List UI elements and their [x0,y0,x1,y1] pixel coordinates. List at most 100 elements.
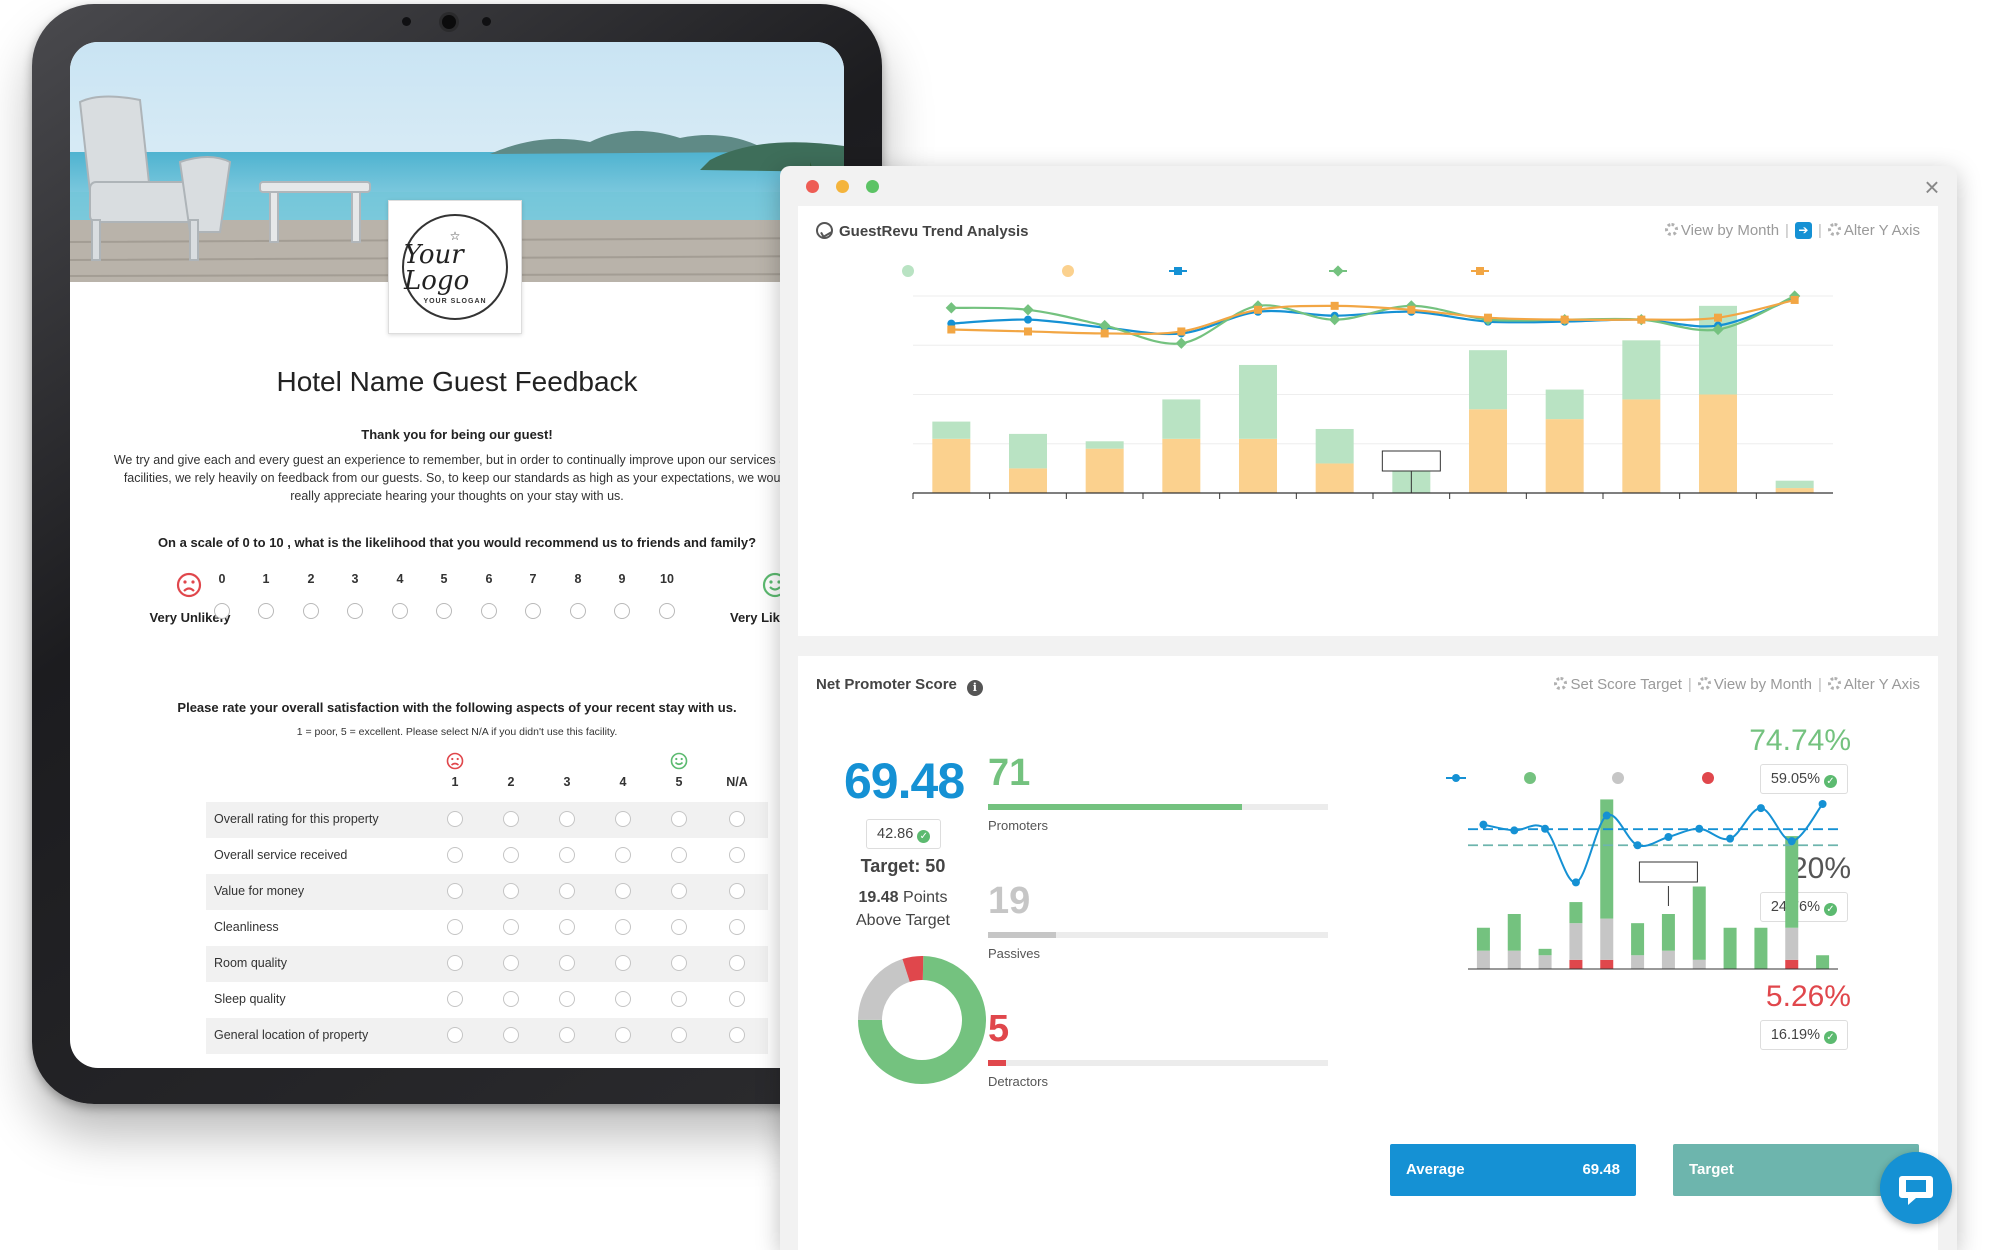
rating-radio-5[interactable] [671,847,687,863]
nps-radio-3[interactable] [347,603,363,619]
rating-radio-3[interactable] [559,955,575,971]
nps-radio-4[interactable] [392,603,408,619]
rating-radio-3[interactable] [559,811,575,827]
rating-radio-5[interactable] [671,811,687,827]
logo-ring: ☆ Your Logo YOUR SLOGAN [402,214,508,320]
rating-radio-5[interactable] [671,919,687,935]
window-maximize-dot[interactable] [866,180,879,193]
close-icon[interactable]: × [1924,172,1940,202]
rating-radio-4[interactable] [615,991,631,1007]
rating-radio-2[interactable] [503,883,519,899]
feedback-form-screen: ☆ Your Logo YOUR SLOGAN Hotel Name Guest… [70,42,844,1068]
table-row: Overall service received [206,838,768,874]
rating-radio-1[interactable] [447,991,463,1007]
rating-radio-na[interactable] [729,847,745,863]
row-label: Overall rating for this property [214,812,379,826]
rating-radio-4[interactable] [615,847,631,863]
nps-radio-7[interactable] [525,603,541,619]
nps-radio-2[interactable] [303,603,319,619]
rating-radio-5[interactable] [671,883,687,899]
scale-label: 10 [660,572,674,586]
bar-guest-feedback-reviews [1085,441,1124,449]
window-minimize-dot[interactable] [836,180,849,193]
alter-y-axis-button[interactable]: Alter Y Axis [1827,676,1920,693]
rating-radio-2[interactable] [503,1027,519,1043]
scale-label: 4 [396,572,404,586]
nps-radio-8[interactable] [570,603,586,619]
rating-radio-5[interactable] [671,955,687,971]
rating-radio-na[interactable] [729,1027,745,1043]
rating-radio-4[interactable] [615,883,631,899]
column-header: 1 [451,775,459,789]
rating-radio-1[interactable] [447,883,463,899]
set-score-target-button[interactable]: Set Score Target [1554,676,1682,693]
line-point [1664,833,1673,841]
bar-online-reviews [1622,399,1661,493]
sad-face-icon [176,572,202,598]
window-close-dot[interactable] [806,180,819,193]
rating-radio-5[interactable] [671,1027,687,1043]
rating-radio-2[interactable] [503,811,519,827]
form-title: Hotel Name Guest Feedback [276,366,638,397]
view-by-month-button[interactable]: View by Month [1697,676,1812,693]
tablet-sensor [402,17,411,26]
nps-radio-0[interactable] [214,603,230,619]
rating-radio-5[interactable] [671,991,687,1007]
rating-radio-3[interactable] [559,1027,575,1043]
toolbar-separator: | [1687,676,1692,693]
rating-radio-2[interactable] [503,955,519,971]
nps-radio-5[interactable] [436,603,452,619]
nps-radio-1[interactable] [258,603,274,619]
bar-passives [1692,959,1706,969]
gear-icon [1827,223,1841,236]
rating-radio-4[interactable] [615,955,631,971]
average-button[interactable]: Average 69.48 [1390,1144,1636,1196]
rating-radio-3[interactable] [559,919,575,935]
legend-marker [1476,267,1484,275]
bar-promoters [1631,923,1645,956]
line-point [1100,329,1109,338]
rating-radio-na[interactable] [729,811,745,827]
rating-radio-na[interactable] [729,883,745,899]
rating-radio-2[interactable] [503,991,519,1007]
view-by-month-button[interactable]: View by Month [1664,222,1779,239]
target-button[interactable]: Target [1673,1144,1919,1196]
line-point [1330,301,1339,310]
rating-radio-2[interactable] [503,919,519,935]
nps-toolbar: Set Score Target | View by Month | Alter… [1554,676,1920,693]
rating-radio-2[interactable] [503,847,519,863]
rating-radio-1[interactable] [447,811,463,827]
rating-radio-na[interactable] [729,955,745,971]
rating-radio-4[interactable] [615,1027,631,1043]
export-arrow-icon[interactable]: ➔ [1794,222,1812,239]
rating-radio-1[interactable] [447,919,463,935]
intro-text: We try and give each and every guest an … [113,453,801,503]
rating-radio-1[interactable] [447,1027,463,1043]
check-circle-icon: ✓ [1824,903,1837,916]
chat-bubble-icon[interactable] [1880,1152,1952,1224]
rating-radio-na[interactable] [729,991,745,1007]
sad-face-icon [446,752,464,770]
passives-bar-fill [988,932,1056,938]
rating-radio-3[interactable] [559,847,575,863]
trend-title-text: GuestRevu Trend Analysis [839,223,1029,240]
bar-online-reviews [932,438,971,493]
alter-y-axis-button[interactable]: Alter Y Axis [1827,222,1920,239]
legend-marker [1524,772,1536,784]
nps-radio-6[interactable] [481,603,497,619]
rating-radio-4[interactable] [615,919,631,935]
rating-radio-1[interactable] [447,847,463,863]
line-point [1484,313,1492,322]
rating-radio-na[interactable] [729,919,745,935]
rating-radio-3[interactable] [559,883,575,899]
trend-analysis-panel: GuestRevu Trend Analysis View by Month |… [798,206,1938,636]
nps-radio-9[interactable] [614,603,630,619]
info-icon[interactable]: i [966,680,983,696]
rating-radio-4[interactable] [615,811,631,827]
line-point [1479,820,1488,829]
bar-online-reviews [1315,463,1354,493]
line-point [1695,824,1704,833]
nps-radio-10[interactable] [659,603,675,619]
rating-radio-1[interactable] [447,955,463,971]
rating-radio-3[interactable] [559,991,575,1007]
